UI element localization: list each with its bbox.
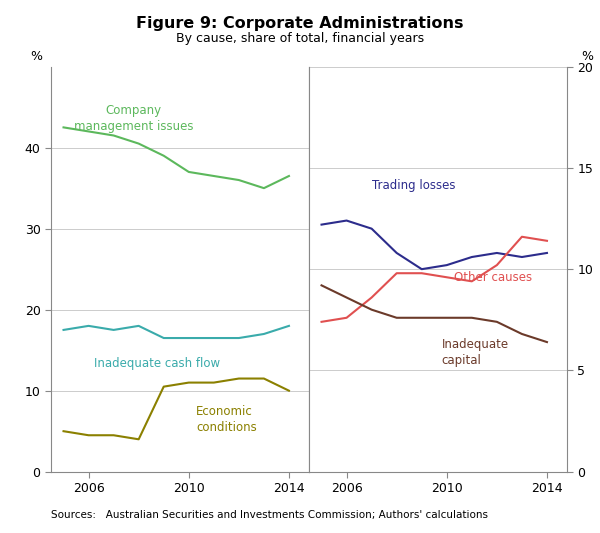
Text: By cause, share of total, financial years: By cause, share of total, financial year… — [176, 32, 424, 45]
Text: Other causes: Other causes — [454, 271, 532, 284]
Text: Inadequate cash flow: Inadequate cash flow — [94, 357, 220, 370]
Text: Economic
conditions: Economic conditions — [196, 405, 257, 434]
Text: Sources:   Australian Securities and Investments Commission; Authors' calculatio: Sources: Australian Securities and Inves… — [51, 510, 488, 520]
Text: %: % — [31, 50, 43, 62]
Text: Figure 9: Corporate Administrations: Figure 9: Corporate Administrations — [136, 16, 464, 31]
Text: %: % — [581, 50, 593, 62]
Text: Company
management issues: Company management issues — [74, 104, 193, 133]
Text: Trading losses: Trading losses — [371, 179, 455, 192]
Text: Inadequate
capital: Inadequate capital — [442, 338, 509, 367]
